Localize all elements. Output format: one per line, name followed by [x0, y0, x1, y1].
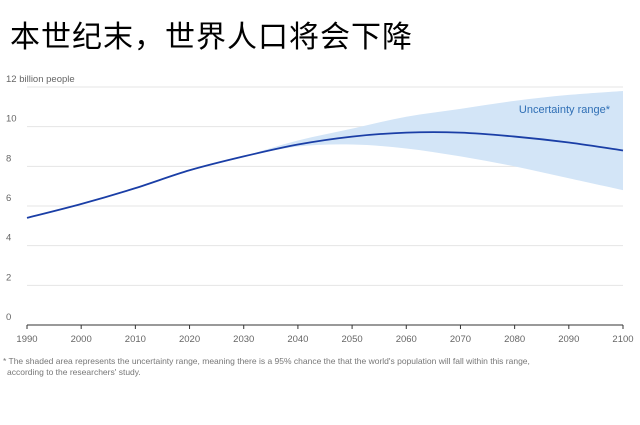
data-point-2080: [513, 135, 515, 137]
data-point-2090: [568, 141, 570, 143]
uncertainty-band-layer: [243, 90, 623, 191]
x-tick-label-2030: 2030: [233, 334, 254, 345]
x-tick-label-2040: 2040: [287, 334, 308, 345]
x-tick-label-2050: 2050: [342, 334, 363, 345]
data-point-2030: [243, 155, 245, 157]
x-tick-label-2060: 2060: [396, 334, 417, 345]
y-tick-label-4: 4: [6, 233, 11, 244]
y-tick-label-6: 6: [6, 193, 11, 204]
data-point-2040: [297, 143, 299, 145]
x-tick-label-2070: 2070: [450, 334, 471, 345]
footnote-line-1: * The shaded area represents the uncerta…: [3, 356, 530, 366]
data-point-1990: [26, 217, 28, 219]
data-point-2000: [80, 203, 82, 205]
data-point-2050: [351, 135, 353, 137]
data-point-2100: [622, 149, 624, 151]
data-point-2010: [134, 187, 136, 189]
x-tick-label-2000: 2000: [71, 334, 92, 345]
x-tick-label-2090: 2090: [558, 334, 579, 345]
y-tick-label-0: 0: [6, 312, 11, 323]
labels-layer: 0 2 4 6 8 10 12 billion people 1990 2000 2010 2020…: [6, 74, 634, 345]
series-line-0: [26, 131, 624, 219]
uncertainty-band: [243, 90, 623, 191]
x-tick-label-2080: 2080: [504, 334, 525, 345]
axes-layer: [26, 324, 624, 329]
y-tick-label-10: 10: [6, 114, 17, 125]
data-point-2060: [405, 131, 407, 133]
footnote-line-2: according to the researchers' study.: [7, 367, 141, 377]
page-title: 本世纪末，世界人口将会下降: [10, 20, 413, 55]
x-tick-label-1990: 1990: [16, 334, 37, 345]
footnote: * The shaded area represents the uncerta…: [3, 356, 603, 378]
grid-lines: [27, 86, 623, 286]
y-tick-label-2: 2: [6, 272, 11, 283]
x-tick-label-2010: 2010: [125, 334, 146, 345]
series-layer: [26, 131, 624, 219]
uncertainty-range-label: Uncertainty range*: [519, 104, 611, 116]
data-point-2020: [188, 169, 190, 171]
x-tick-label-2020: 2020: [179, 334, 200, 345]
y-tick-label-8: 8: [6, 153, 11, 164]
x-tick-label-2100: 2100: [612, 334, 633, 345]
y-tick-label-12: 12 billion people: [6, 74, 75, 85]
data-point-2070: [459, 131, 461, 133]
